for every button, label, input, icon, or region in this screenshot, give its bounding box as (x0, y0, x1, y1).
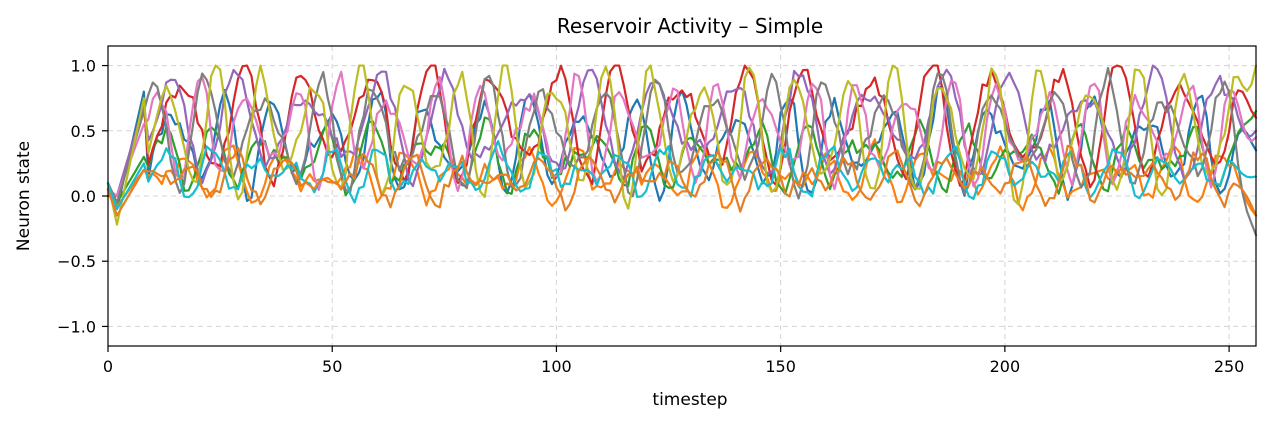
neuron-series-line (106, 64, 1258, 198)
neuron-series-line (106, 66, 1258, 237)
x-axis-ticks: 0 50 100 150 200 250 (103, 346, 1244, 376)
grid (107, 46, 1256, 346)
neuron-series-line (106, 64, 1258, 198)
neuron-series-line (106, 138, 1258, 217)
y-tick-label: −1.0 (57, 317, 96, 336)
neuron-series-line (106, 144, 1258, 217)
x-tick-label: 200 (990, 357, 1021, 376)
chart-title: Reservoir Activity – Simple (557, 14, 823, 38)
y-axis-ticks: 1.0 0.5 0.0 −0.5 −1.0 (57, 57, 108, 336)
y-tick-label: 0.0 (71, 187, 96, 206)
y-tick-label: 1.0 (71, 57, 96, 76)
x-tick-label: 50 (322, 357, 342, 376)
x-tick-label: 0 (103, 357, 113, 376)
series-lines (106, 64, 1258, 237)
y-axis-label: Neuron state (14, 141, 34, 251)
x-axis-label: timestep (652, 390, 727, 410)
y-tick-label: −0.5 (57, 252, 96, 271)
neuron-series-line (106, 64, 1258, 226)
x-tick-label: 250 (1214, 357, 1245, 376)
x-tick-label: 100 (541, 357, 572, 376)
x-tick-label: 150 (765, 357, 796, 376)
y-tick-label: 0.5 (71, 122, 96, 141)
